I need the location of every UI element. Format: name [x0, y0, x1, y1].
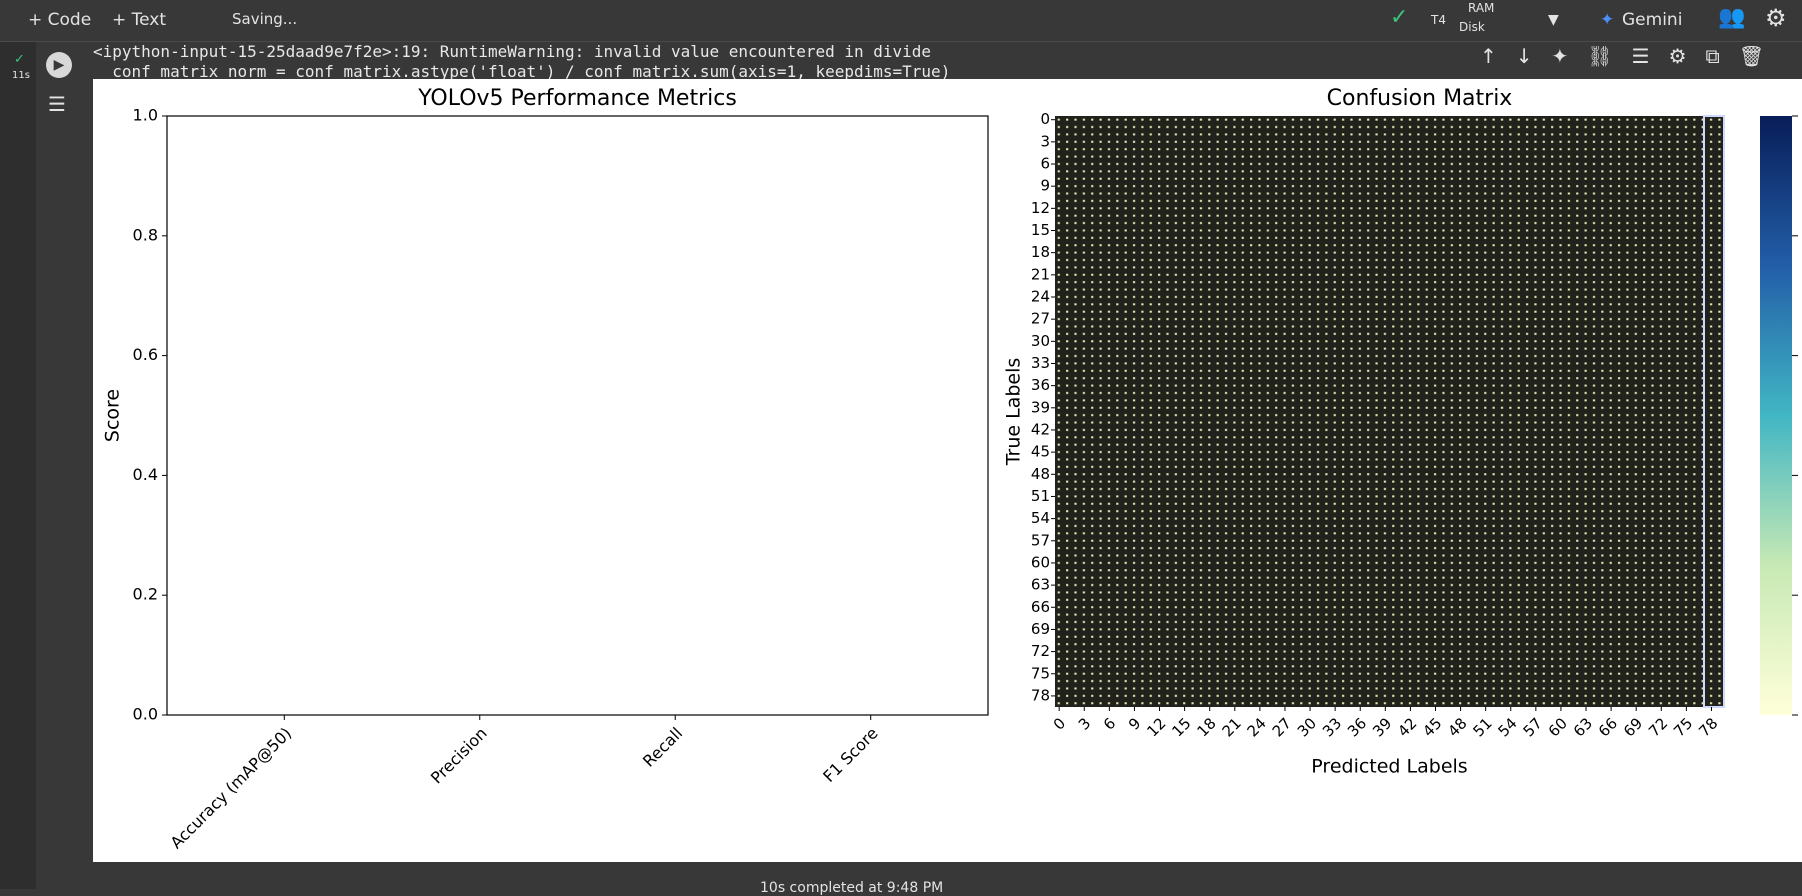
chart-title: YOLOv5 Performance Metrics: [417, 86, 737, 111]
y-tick-label: 78: [1031, 686, 1050, 704]
y-tick-label: 48: [1031, 465, 1050, 483]
add-code-button[interactable]: + Code: [28, 10, 92, 30]
y-tick-label: 54: [1031, 509, 1050, 527]
plot-frame: [166, 115, 989, 716]
disk-label: Disk: [1459, 20, 1485, 34]
x-tick-label: 63: [1570, 714, 1596, 740]
y-tick-label: 0: [1040, 110, 1050, 128]
x-tick-label: 57: [1520, 714, 1546, 740]
x-tick-label: 30: [1294, 714, 1320, 740]
y-tick-label: 60: [1031, 553, 1050, 571]
add-text-button[interactable]: + Text: [112, 10, 167, 30]
runtime-label: T4: [1431, 13, 1446, 27]
x-tick-label: Recall: [639, 724, 686, 771]
y-tick-label: 3: [1040, 132, 1050, 150]
output-line: conf_matrix_norm = conf_matrix.astype('f…: [93, 62, 951, 81]
y-tick-label: 0.2: [133, 585, 158, 604]
y-tick-label: 57: [1031, 531, 1050, 549]
x-tick-label: 27: [1269, 714, 1295, 740]
y-tick-label: 39: [1031, 398, 1050, 416]
x-tick-label: 33: [1319, 714, 1345, 740]
y-tick-label: 21: [1031, 265, 1050, 283]
y-tick-label: 45: [1031, 443, 1050, 461]
x-tick-label: 21: [1219, 714, 1245, 740]
x-tick-label: 36: [1344, 714, 1370, 740]
heatmap-cells: [1055, 116, 1724, 707]
x-tick-label: 18: [1193, 714, 1219, 740]
y-tick-label: 0.6: [133, 345, 158, 364]
y-tick-label: 66: [1031, 598, 1050, 616]
connected-icon: ✓: [1390, 5, 1409, 30]
y-tick-label: 75: [1031, 664, 1050, 682]
x-tick-label: 66: [1595, 714, 1621, 740]
chart-title: Confusion Matrix: [1327, 86, 1513, 111]
x-tick-label: 72: [1645, 714, 1671, 740]
colorbar: [1760, 116, 1792, 715]
dropdown[interactable]: ▼: [1548, 12, 1559, 28]
y-tick-label: 0.8: [133, 225, 158, 244]
x-tick-label: Accuracy (mAP@50): [166, 724, 295, 853]
x-tick-label: 3: [1075, 714, 1094, 733]
output-line: <ipython-input-15-25daad9e7f2e>:19: Runt…: [93, 42, 932, 61]
output-menu[interactable]: ☰: [48, 92, 66, 116]
x-tick-label: F1 Score: [819, 724, 881, 786]
x-tick-label: 39: [1369, 714, 1395, 740]
x-tick-label: Precision: [427, 724, 491, 788]
x-tick-label: 60: [1545, 714, 1571, 740]
x-tick-label: 12: [1143, 714, 1169, 740]
done-icon: ✓: [14, 52, 25, 67]
y-tick-label: 36: [1031, 376, 1050, 394]
x-tick-label: 51: [1469, 714, 1495, 740]
x-tick-label: 24: [1244, 714, 1270, 740]
heatmap-edge: [1703, 115, 1725, 708]
y-tick-label: 6: [1040, 155, 1050, 173]
y-tick-label: 0.0: [133, 705, 158, 724]
gemini-button[interactable]: Gemini: [1622, 10, 1683, 30]
output-figure: YOLOv5 Performance Metrics Score 0.0 0.2 0.4…: [93, 79, 1802, 862]
x-tick-label: 78: [1695, 714, 1721, 740]
ram-label: RAM: [1468, 1, 1495, 15]
x-tick-label: 75: [1670, 714, 1696, 740]
y-tick-label: 27: [1031, 310, 1050, 328]
cell-gutter: ✓ 11s: [0, 42, 36, 889]
x-axis-label: Predicted Labels: [1311, 756, 1467, 778]
y-tick-label: 0.4: [133, 465, 158, 484]
y-tick-label: 9: [1040, 177, 1050, 195]
x-tick-label: 15: [1168, 714, 1194, 740]
y-tick-label: 51: [1031, 487, 1050, 505]
x-tick-label: 9: [1125, 714, 1144, 733]
y-tick-label: 72: [1031, 642, 1050, 660]
x-tick-label: 42: [1394, 714, 1420, 740]
exec-time: 11s: [12, 70, 30, 81]
y-tick-label: 63: [1031, 576, 1050, 594]
x-tick-label: 0: [1050, 714, 1069, 733]
cell-actions[interactable]: ↑↓✦⛓☰⚙⧉🗑: [1480, 44, 1802, 80]
status-footer: 10s completed at 9:48 PM: [760, 880, 944, 896]
y-tick-label: 69: [1031, 620, 1050, 638]
run-button[interactable]: ▶: [46, 52, 72, 78]
x-tick-label: 54: [1495, 714, 1521, 740]
x-tick-label: 6: [1100, 714, 1119, 733]
x-tick-label: 45: [1419, 714, 1445, 740]
x-tick-label: 48: [1444, 714, 1470, 740]
y-tick-label: 30: [1031, 332, 1050, 350]
y-axis-label: Score: [102, 389, 124, 442]
y-tick-label: 24: [1031, 287, 1050, 305]
y-tick-label: 15: [1031, 221, 1050, 239]
y-tick-label: 42: [1031, 420, 1050, 438]
toolbar: + Code + Text Saving... ✓ T4 RAM Disk ▼ …: [0, 0, 1802, 42]
y-tick-label: 33: [1031, 354, 1050, 372]
y-tick-label: 12: [1031, 199, 1050, 217]
share-icon[interactable]: 👥: [1718, 5, 1746, 30]
y-tick-label: 1.0: [133, 106, 158, 125]
figure: YOLOv5 Performance Metrics Score 0.0 0.2 0.4…: [102, 86, 1798, 853]
y-tick-label: 18: [1031, 243, 1050, 261]
gemini-icon: ✦: [1600, 10, 1615, 30]
x-tick-label: 69: [1620, 714, 1646, 740]
settings-icon[interactable]: ⚙: [1765, 4, 1787, 32]
save-status: Saving...: [232, 10, 298, 28]
y-axis-label: True Labels: [1003, 358, 1025, 467]
